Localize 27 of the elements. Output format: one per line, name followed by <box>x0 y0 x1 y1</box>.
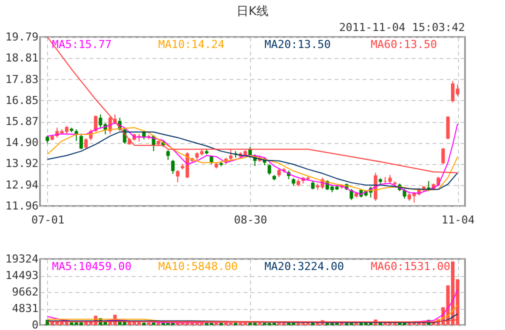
x-tick-label: 07-01 <box>31 214 64 226</box>
y-tick-label: 4831 <box>12 302 38 315</box>
y-tick-label: 11.96 <box>5 200 38 212</box>
y-tick-label: 14493 <box>5 269 38 282</box>
y-tick-label: 17.83 <box>5 72 38 86</box>
x-tick-label: 11-04 <box>442 214 476 226</box>
y-tick-label: 14.90 <box>5 136 38 150</box>
text: 2011-11-04 15:03:42 <box>339 21 465 34</box>
y-tick-label: 15.87 <box>5 115 38 128</box>
text: MA10:5848.00 <box>158 260 238 273</box>
text: MA5:15.77 <box>52 38 112 51</box>
y-tick-label: 12.94 <box>5 178 39 192</box>
y-tick-label: 0 <box>32 318 38 330</box>
x-tick-label: 08-30 <box>234 214 268 226</box>
text: MA20:3224.00 <box>264 260 344 273</box>
text: MA60:13.50 <box>370 38 437 51</box>
text: MA20:13.50 <box>264 38 331 51</box>
text: MA5:10459.00 <box>52 260 132 273</box>
y-tick-label: 19.79 <box>5 30 38 44</box>
y-tick-label: 19324 <box>5 252 39 266</box>
y-tick-label: 16.85 <box>5 94 38 107</box>
y-tick-label: 9662 <box>12 286 38 298</box>
y-tick-label: 18.81 <box>5 52 38 65</box>
chart-title: 日K线 <box>236 4 268 18</box>
text: MA10:14.24 <box>158 38 225 51</box>
y-tick-label: 13.92 <box>5 157 38 170</box>
text: MA60:1531.00 <box>370 260 450 273</box>
